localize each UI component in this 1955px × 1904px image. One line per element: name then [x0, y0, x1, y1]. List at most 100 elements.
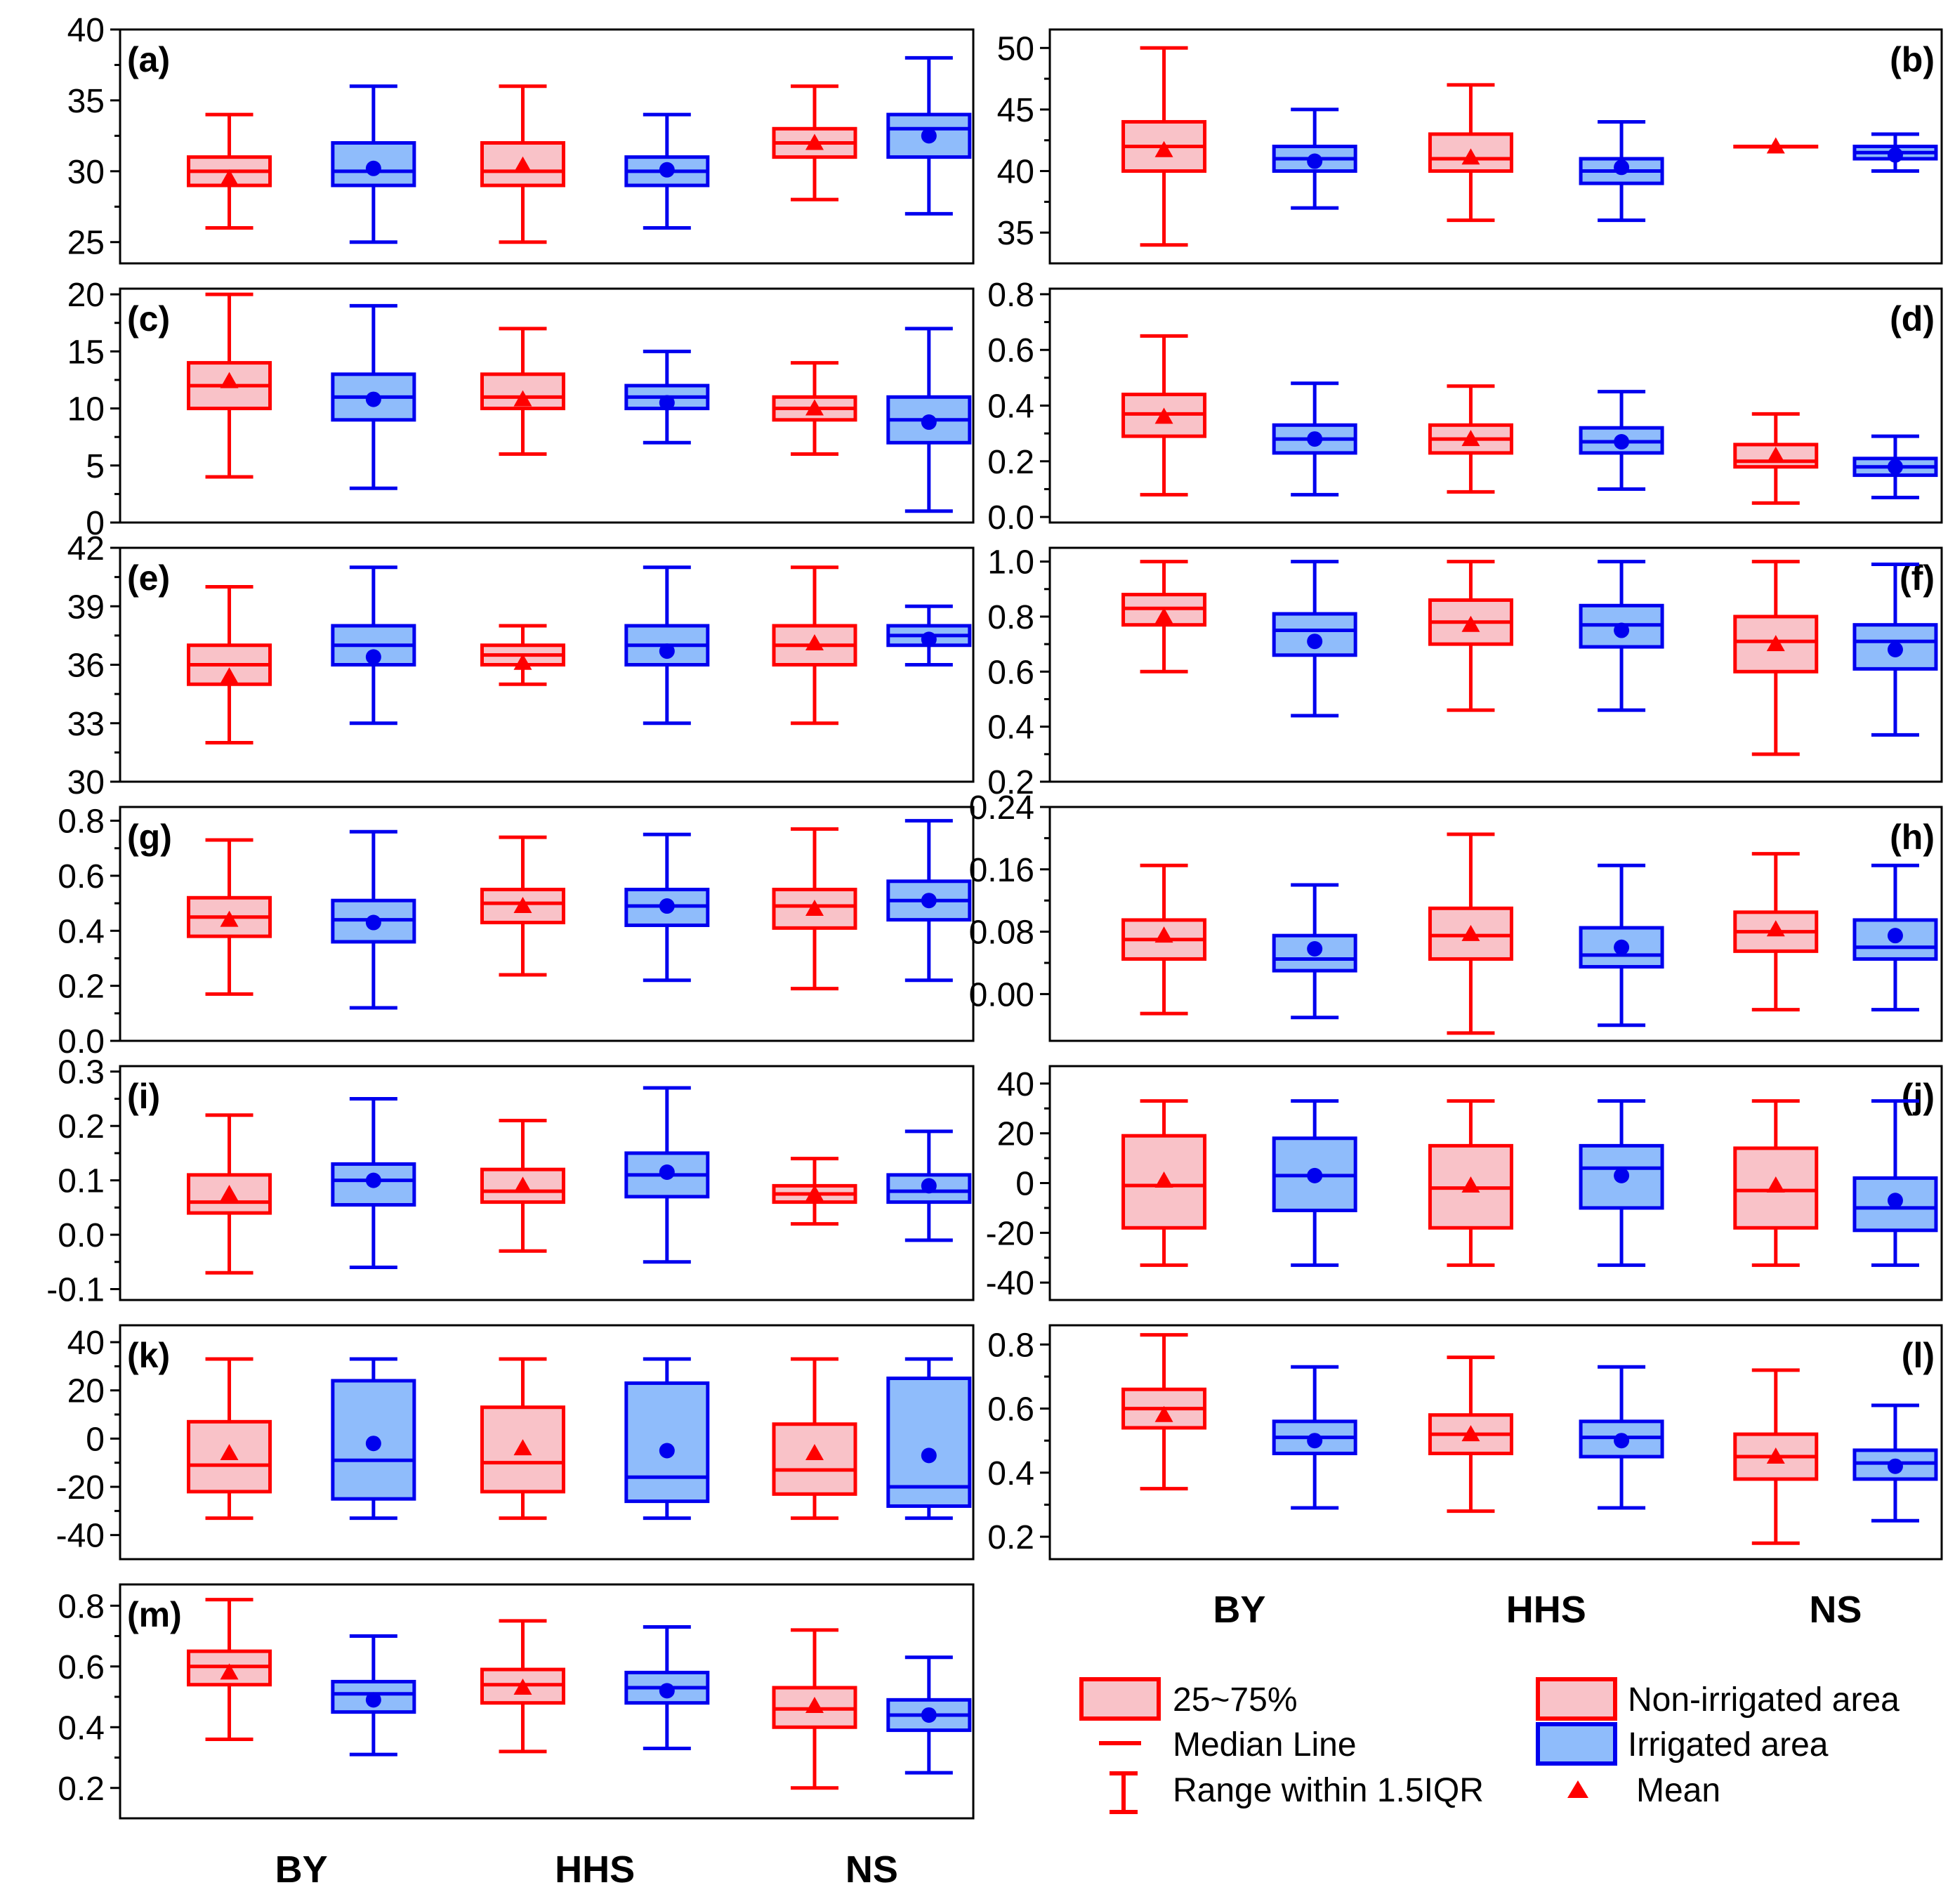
mean-marker-circle — [1307, 153, 1323, 169]
box-non-irrigated-by — [1121, 46, 1207, 247]
panel-label: (d) — [1890, 299, 1935, 339]
y-tick-label: 33 — [67, 706, 105, 743]
mean-marker-triangle — [513, 653, 532, 670]
y-tick-label: 0.8 — [58, 1588, 105, 1625]
y-tick-label: 40 — [997, 154, 1034, 191]
box-non-irrigated-by — [187, 1357, 272, 1521]
mean-marker-circle — [365, 914, 381, 931]
box-irrigated-hhs — [1579, 390, 1664, 491]
legend-median-label: Median Line — [1173, 1726, 1357, 1764]
y-tick-label: 0.0 — [58, 1217, 105, 1254]
mean-marker-circle — [1887, 641, 1903, 657]
box-irrigated-by — [331, 829, 416, 1010]
y-tick-label: 0.4 — [987, 709, 1034, 747]
mean-marker-circle — [921, 1178, 937, 1194]
box-irrigated-ns — [886, 1129, 972, 1242]
y-tick-label: -40 — [986, 1265, 1034, 1302]
y-tick-label: 0.6 — [987, 1391, 1034, 1429]
mean-marker-triangle — [1461, 148, 1480, 165]
x-category-label: BY — [275, 1849, 328, 1891]
box-non-irrigated-hhs — [1428, 384, 1513, 494]
panel-i: -0.1 0.0 0.1 0.2 0.3 (i) — [46, 1054, 975, 1309]
mean-marker-circle — [365, 391, 381, 407]
box-irrigated-by — [331, 1096, 416, 1270]
mean-marker-circle — [1307, 633, 1323, 650]
box-irrigated-ns — [886, 327, 972, 513]
panel-label: (i) — [127, 1077, 160, 1116]
mean-marker-circle — [365, 160, 381, 176]
mean-marker-circle — [1614, 159, 1630, 176]
box-irrigated-hhs — [624, 832, 710, 983]
mean-marker-circle — [659, 162, 675, 178]
y-tick-label: 0.3 — [58, 1054, 105, 1091]
mean-marker-circle — [365, 649, 381, 665]
mean-marker-triangle — [513, 1439, 532, 1456]
panel-frame — [119, 806, 975, 1042]
box-irrigated-ns — [886, 1357, 972, 1521]
mean-marker-triangle — [805, 1443, 824, 1460]
legend-box-label: 25~75% — [1173, 1681, 1298, 1719]
y-tick-label: 0.24 — [969, 789, 1034, 827]
box-non-irrigated-by — [1121, 1333, 1207, 1491]
box-irrigated-ns — [1852, 1099, 1938, 1267]
y-tick-label: 0.2 — [58, 1771, 105, 1808]
mean-marker-triangle — [1154, 607, 1173, 624]
mean-marker-circle — [1614, 434, 1630, 450]
mean-marker-triangle — [1461, 430, 1480, 447]
box-non-irrigated-hhs — [480, 1357, 565, 1521]
y-tick-label: 45 — [997, 92, 1034, 129]
x-category-label: NS — [1809, 1589, 1862, 1631]
mean-marker-triangle — [220, 667, 239, 684]
mean-marker-triangle — [1154, 926, 1173, 943]
y-tick-label: 0 — [86, 505, 105, 542]
box-non-irrigated-by — [187, 838, 272, 996]
legend-non-irrigated-swatch — [1536, 1677, 1617, 1721]
y-tick-label: 0.2 — [987, 764, 1034, 801]
panel-label: (a) — [127, 40, 170, 79]
mean-marker-circle — [1614, 939, 1630, 955]
mean-marker-circle — [1887, 1193, 1903, 1209]
mean-marker-circle — [1614, 1433, 1630, 1449]
box-non-irrigated-by — [187, 292, 272, 479]
box-irrigated-hhs — [624, 1086, 710, 1264]
y-tick-label: 0.6 — [58, 1649, 105, 1686]
mean-marker-circle — [921, 1707, 937, 1723]
panel-frame — [1048, 1324, 1943, 1561]
x-category-label: HHS — [555, 1849, 635, 1891]
box-non-irrigated-ns — [772, 565, 857, 726]
box-irrigated-by — [331, 84, 416, 244]
category-labels-layer: BY HHS NS BY HHS NS — [275, 1589, 1862, 1891]
box-irrigated-ns — [1852, 563, 1938, 737]
box-non-irrigated-hhs — [1428, 832, 1513, 1035]
box-irrigated-ns — [1852, 434, 1938, 499]
box-non-irrigated-ns — [772, 1357, 857, 1521]
y-tick-label: 0.6 — [987, 654, 1034, 691]
box-non-irrigated-hhs — [480, 1619, 565, 1754]
panel-label: (g) — [127, 818, 172, 857]
mean-marker-circle — [1307, 1167, 1323, 1183]
y-tick-label: 25 — [67, 225, 105, 262]
mean-marker-triangle — [1154, 1405, 1173, 1422]
y-tick-label: 42 — [67, 530, 105, 567]
mean-marker-triangle — [1766, 137, 1785, 154]
panel-f: 0.20.40.60.81.0 (f) — [987, 544, 1943, 801]
box-irrigated-by — [1272, 883, 1357, 1020]
x-category-label: NS — [845, 1849, 898, 1891]
y-tick-label: 15 — [67, 334, 105, 371]
mean-marker-triangle — [1766, 635, 1785, 652]
y-tick-label: 5 — [86, 448, 105, 485]
mean-marker-triangle — [1461, 615, 1480, 632]
box-irrigated-ns — [886, 55, 972, 216]
box-non-irrigated-by — [1121, 1099, 1207, 1267]
y-tick-label: -20 — [56, 1469, 105, 1506]
box-irrigated-by — [1272, 381, 1357, 497]
y-tick-label: 36 — [67, 648, 105, 685]
mean-marker-triangle — [805, 1696, 824, 1713]
iqr-box — [187, 1173, 272, 1215]
mean-marker-triangle — [805, 633, 824, 650]
mean-marker-circle — [1614, 1167, 1630, 1183]
box-irrigated-hhs — [1579, 560, 1664, 712]
iqr-box — [624, 1381, 710, 1504]
mean-marker-triangle — [805, 399, 824, 416]
panel-label: (m) — [127, 1595, 182, 1634]
